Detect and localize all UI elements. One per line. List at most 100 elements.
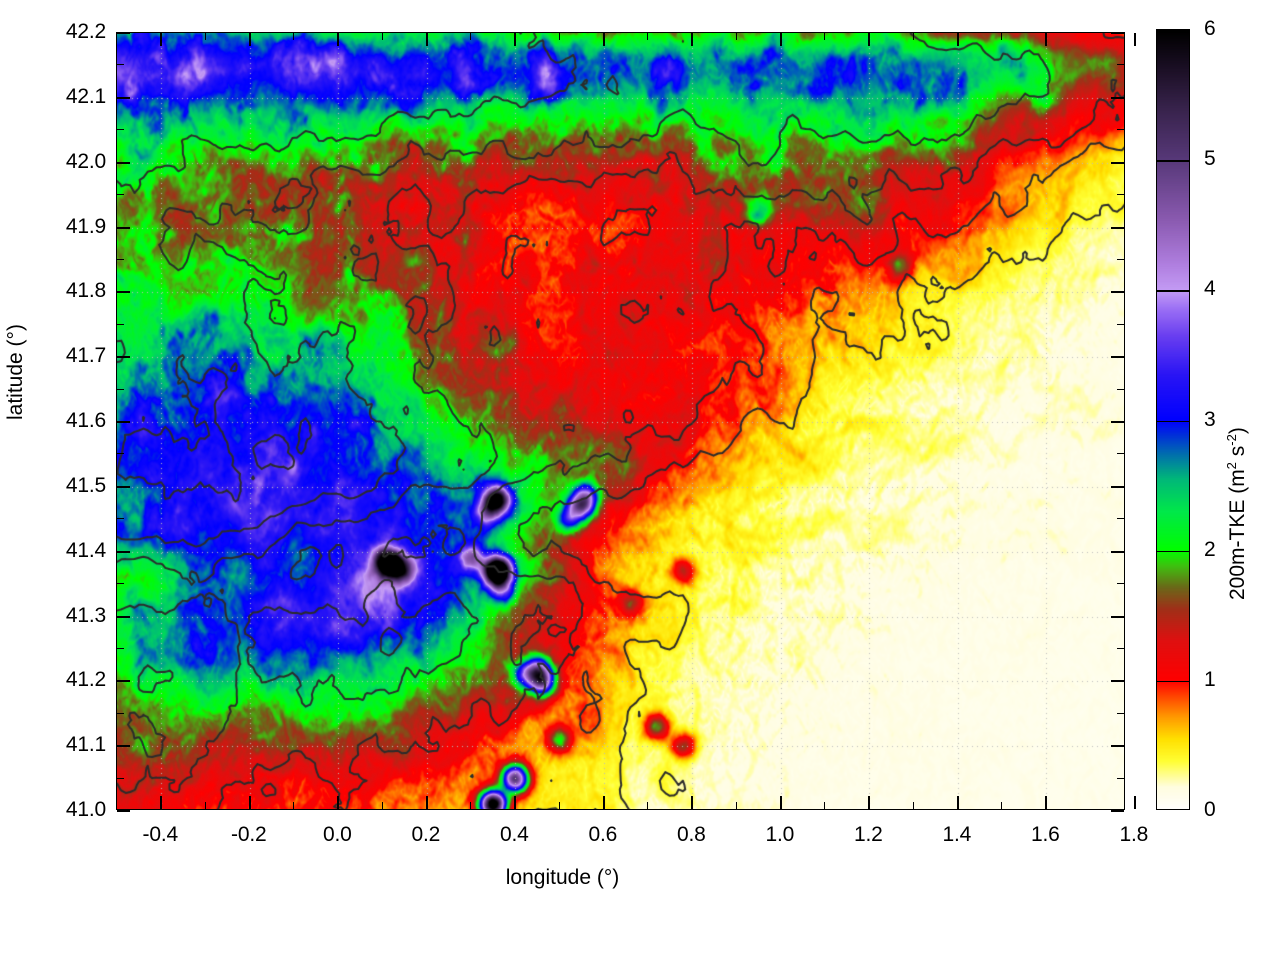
x-major-tick-top [1134,33,1136,46]
colorbar-tick-label: 0 [1204,798,1216,821]
x-tick-label: 0.6 [588,823,618,846]
y-minor-tick [117,778,124,780]
y-major-tick-right [1111,486,1124,488]
colorbar-separator [1157,290,1189,292]
x-minor-tick [913,802,915,809]
y-minor-tick [117,194,124,196]
x-major-tick [426,796,428,809]
y-major-tick [117,356,130,358]
x-major-tick [1045,796,1047,809]
y-major-tick-right [1111,32,1124,34]
y-tick-label: 42.1 [65,84,106,108]
y-minor-tick-right [1117,453,1124,455]
y-major-tick [117,227,130,229]
x-minor-tick [293,802,295,809]
colorbar-tick-label: 5 [1204,147,1216,171]
y-minor-tick [117,453,124,455]
y-major-tick [117,486,130,488]
y-major-tick-right [1111,291,1124,293]
x-minor-tick [205,802,207,809]
x-minor-tick-top [913,33,915,40]
colorbar-title-mid: s [1226,445,1249,463]
y-minor-tick-right [1117,129,1124,131]
y-tick-label: 41.8 [65,279,106,303]
y-major-tick-right [1111,810,1124,812]
x-minor-tick-top [205,33,207,40]
colorbar-tick-label: 2 [1204,537,1216,561]
y-minor-tick [117,713,124,715]
y-minor-tick-right [1117,324,1124,326]
y-major-tick [117,97,130,99]
x-tick-label: 1.4 [942,823,972,846]
x-major-tick [603,796,605,809]
y-tick-label: 41.0 [65,798,106,821]
x-tick-label: 1.6 [1031,823,1060,846]
x-major-tick-top [514,33,516,46]
x-major-tick-top [1045,33,1047,46]
colorbar-tick-label: 1 [1204,667,1216,691]
colorbar-title-text: 200m-TKE (m [1226,469,1249,600]
y-minor-tick-right [1117,389,1124,391]
y-minor-tick-right [1117,778,1124,780]
x-tick-label: 0.2 [411,823,441,846]
x-minor-tick [559,802,561,809]
colorbar-separator [1157,550,1189,553]
x-major-tick [780,796,782,809]
y-tick-label: 41.3 [65,603,106,627]
colorbar-separator [1157,680,1189,683]
x-major-tick [868,796,870,809]
colorbar-separator [1157,420,1189,423]
x-tick-label: 0.8 [677,823,706,846]
x-major-tick [691,796,693,809]
x-major-tick-top [957,33,959,46]
y-minor-tick [117,324,124,326]
x-major-tick [160,796,162,809]
colorbar-title-sup1: 2 [1224,462,1239,470]
colorbar-separator [1157,160,1189,162]
y-major-tick [117,421,130,423]
y-major-tick-right [1111,680,1124,682]
x-major-tick-top [868,33,870,46]
y-tick-label: 42.2 [65,20,106,43]
y-minor-tick [117,64,124,66]
y-minor-tick [117,389,124,391]
x-minor-tick-top [647,33,649,40]
x-minor-tick-top [559,33,561,40]
x-major-tick-top [426,33,428,46]
x-minor-tick-top [382,33,384,40]
x-minor-tick-top [824,33,826,40]
x-major-tick [1134,796,1136,809]
x-minor-tick [824,802,826,809]
y-major-tick-right [1111,97,1124,99]
y-minor-tick [117,259,124,261]
y-minor-tick-right [1117,518,1124,520]
x-minor-tick [382,802,384,809]
y-minor-tick [117,518,124,520]
x-major-tick [337,796,339,809]
y-major-tick [117,745,130,747]
x-minor-tick [736,802,738,809]
y-tick-label: 41.5 [65,473,106,497]
x-major-tick-top [337,33,339,46]
x-major-tick-top [603,33,605,46]
y-minor-tick-right [1117,713,1124,715]
x-tick-label: 0.4 [499,823,529,846]
y-major-tick [117,291,130,293]
y-minor-tick-right [1117,64,1124,66]
y-major-tick-right [1111,356,1124,358]
y-major-tick-right [1111,551,1124,553]
y-tick-label: 42.0 [65,149,106,173]
x-minor-tick-top [116,33,118,40]
x-minor-tick-top [293,33,295,40]
y-tick-label: 41.2 [65,668,106,692]
x-minor-tick [1001,802,1003,809]
y-tick-label: 41.4 [65,538,106,562]
colorbar-title-sup2: -2 [1224,434,1239,446]
x-tick-label: 1.0 [765,823,795,846]
x-tick-label: 0.0 [322,823,352,846]
map-plot-area [116,32,1125,810]
y-minor-tick [117,648,124,650]
x-tick-label: -0.2 [231,823,267,846]
y-major-tick-right [1111,616,1124,618]
